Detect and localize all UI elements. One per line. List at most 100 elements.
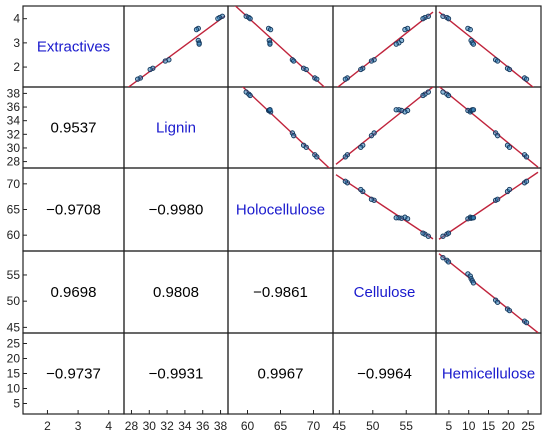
x-tick-label-c4-0: 5	[446, 419, 453, 433]
data-point-r1-c3-13	[342, 154, 349, 160]
x-tick-label-c0-1: 3	[75, 419, 82, 433]
data-point-r0-c3-9	[368, 58, 375, 64]
data-point-r1-c4-2	[445, 92, 452, 99]
correlation-value-r3-c0: 0.9698	[51, 284, 97, 301]
data-point-r0-c2-11	[303, 66, 309, 73]
x-tick-label-c3-2: 55	[400, 419, 414, 433]
y-tick-label-r1-4: 36	[7, 100, 21, 114]
y-tick-label-r4-2: 15	[7, 367, 21, 381]
data-point-r3-c4-0	[440, 255, 446, 261]
fit-line-r1-c3	[335, 87, 434, 165]
data-point-r2-c4-7	[470, 215, 477, 221]
data-point-r3-c4-13	[523, 320, 530, 326]
data-point-r1-c4-0	[440, 89, 446, 95]
x-tick-label-c1-1: 30	[143, 419, 157, 433]
y-tick-label-r4-1: 10	[7, 382, 21, 396]
y-tick-label-r0-2: 4	[13, 12, 20, 26]
data-point-r1-c3-2	[420, 92, 426, 99]
data-point-r0-c3-7	[393, 41, 399, 47]
scatter-panel-r0-c3	[336, 11, 434, 87]
variable-label-extractives: Extractives	[37, 39, 110, 56]
data-point-r0-c3-4	[402, 26, 408, 33]
fit-line-r1-c4	[438, 87, 539, 168]
scatter-panel-r2-c3	[335, 174, 434, 240]
y-tick-label-r3-0: 45	[7, 320, 21, 334]
scatter-panel-r0-c1	[127, 13, 226, 87]
data-point-r0-c3-13	[342, 76, 349, 82]
x-tick-label-c1-5: 38	[214, 419, 228, 433]
data-point-r0-c2-9	[291, 58, 297, 64]
x-tick-label-c1-2: 32	[160, 419, 174, 433]
x-tick-label-c2-0: 60	[241, 419, 255, 433]
data-point-r2-c4-11	[506, 186, 513, 193]
data-point-r2-c4-0	[440, 233, 446, 239]
data-point-r1-c2-2	[247, 92, 253, 99]
cell-frame-r0-c1	[123, 5, 229, 88]
x-tick-label-c4-1: 10	[462, 419, 476, 433]
fit-line-r0-c3	[336, 11, 434, 87]
x-tick-label-c3-0: 45	[333, 419, 347, 433]
data-point-r0-c2-13	[314, 76, 320, 82]
y-tick-label-r1-0: 28	[7, 155, 21, 169]
data-point-r0-c4-2	[445, 16, 452, 22]
data-point-r1-c4-7	[470, 107, 477, 113]
variable-label-holocellulose: Holocellulose	[236, 202, 325, 219]
y-tick-label-r1-5: 38	[7, 86, 21, 100]
y-tick-label-r2-1: 65	[7, 203, 21, 217]
fit-line-r0-c4	[438, 11, 535, 87]
correlation-value-r2-c0: −0.9708	[46, 202, 101, 219]
data-point-r0-c3-2	[420, 16, 426, 22]
y-tick-label-r1-2: 32	[7, 127, 21, 141]
data-point-r0-c2-4	[267, 26, 274, 33]
scatter-panel-r1-c2	[241, 87, 331, 168]
variable-label-lignin: Lignin	[156, 120, 196, 137]
data-point-r0-c1-13	[135, 76, 141, 82]
data-point-r0-c4-11	[506, 66, 513, 73]
data-point-r1-c2-13	[314, 154, 320, 160]
x-tick-label-c3-1: 50	[366, 419, 380, 433]
data-point-r0-c4-9	[494, 58, 501, 64]
data-point-r3-c4-7	[470, 280, 477, 286]
data-point-r2-c4-13	[523, 178, 530, 184]
fit-line-r0-c1	[127, 15, 226, 87]
data-point-r2-c3-11	[358, 186, 364, 193]
data-point-r1-c3-9	[368, 133, 375, 139]
data-point-r1-c2-7	[267, 107, 273, 113]
data-point-r0-c1-9	[162, 58, 168, 64]
data-point-r2-c4-9	[494, 196, 501, 202]
data-point-r0-c4-7	[470, 41, 477, 47]
correlation-value-r2-c1: −0.9980	[149, 202, 204, 219]
data-point-r1-c3-7	[393, 107, 399, 113]
data-point-r2-c3-7	[393, 215, 399, 221]
correlation-value-r3-c1: 0.9808	[153, 284, 199, 301]
data-point-r0-c4-13	[523, 76, 530, 82]
x-tick-label-c2-2: 70	[307, 419, 321, 433]
scatter-panel-r0-c4	[438, 11, 535, 87]
correlation-value-r4-c0: −0.9737	[46, 366, 101, 383]
y-tick-label-r2-2: 70	[7, 177, 21, 191]
variable-label-cellulose: Cellulose	[354, 284, 416, 301]
x-tick-label-c1-3: 34	[178, 419, 192, 433]
data-point-r1-c4-13	[523, 154, 530, 160]
x-tick-label-c0-2: 4	[105, 419, 112, 433]
y-tick-label-r3-1: 50	[7, 294, 21, 308]
correlation-value-r3-c2: −0.9861	[253, 284, 308, 301]
data-point-r1-c3-11	[358, 144, 364, 150]
data-point-r0-c1-4	[193, 26, 200, 33]
fit-line-r3-c4	[438, 253, 539, 333]
data-point-r2-c4-2	[445, 230, 452, 236]
data-point-r0-c2-2	[247, 16, 253, 22]
data-point-r2-c3-2	[420, 230, 426, 236]
data-point-r1-c2-11	[303, 144, 309, 150]
y-tick-label-r2-0: 60	[7, 228, 21, 242]
y-tick-label-r1-3: 34	[7, 114, 21, 128]
x-tick-label-c0-0: 2	[44, 419, 51, 433]
correlation-value-r1-c0: 0.9537	[51, 120, 97, 137]
scatter-panel-r2-c4	[438, 171, 539, 240]
correlation-value-r4-c2: 0.9967	[258, 366, 304, 383]
data-point-r0-c3-11	[358, 66, 364, 73]
data-point-r0-c2-7	[267, 41, 273, 47]
data-point-r0-c1-11	[147, 66, 153, 73]
data-point-r0-c4-4	[467, 26, 473, 33]
y-tick-label-r4-0: 5	[13, 397, 20, 411]
